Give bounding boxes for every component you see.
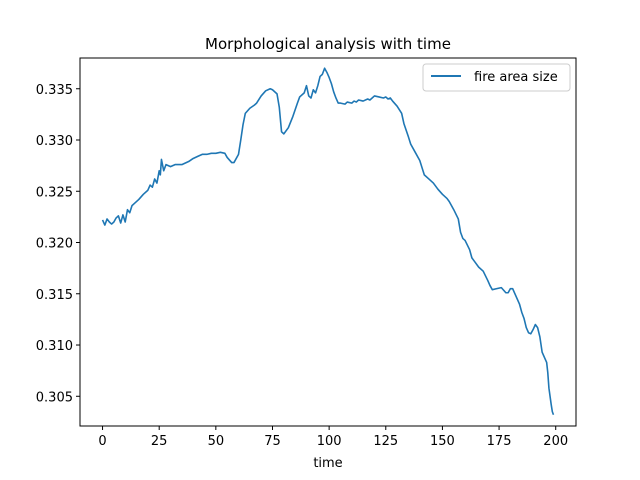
plot-area: 0 25 50 75 100 125 150 175 200 0.305 0.310 0.315 0.3… [36, 57, 577, 449]
legend-label-fire-area-size: fire area size [474, 70, 558, 85]
x-tick-label: 0 [98, 434, 106, 449]
x-tick-label: 75 [264, 434, 281, 449]
y-tick-label: 0.305 [36, 390, 73, 405]
y-tick-label: 0.335 [36, 83, 73, 98]
chart-title: Morphological analysis with time [205, 35, 451, 53]
x-tick-label: 125 [373, 434, 398, 449]
y-tick-label: 0.315 [36, 288, 73, 303]
y-tick-label: 0.330 [36, 134, 73, 149]
x-tick-label: 200 [543, 434, 568, 449]
x-tick-label: 175 [487, 434, 512, 449]
x-tick-label: 50 [208, 434, 225, 449]
y-tick-label: 0.320 [36, 237, 73, 252]
legend-box [422, 63, 571, 92]
x-tick-label: 150 [430, 434, 455, 449]
y-tick-label: 0.310 [36, 339, 73, 354]
legend: fire area size [422, 63, 571, 92]
x-tick-label: 25 [151, 434, 168, 449]
x-tick-label: 100 [317, 434, 342, 449]
series-line-fire-area-size [101, 67, 555, 415]
plot-frame [79, 57, 577, 427]
y-tick-label: 0.325 [36, 185, 73, 200]
x-axis-label: time [313, 456, 342, 471]
